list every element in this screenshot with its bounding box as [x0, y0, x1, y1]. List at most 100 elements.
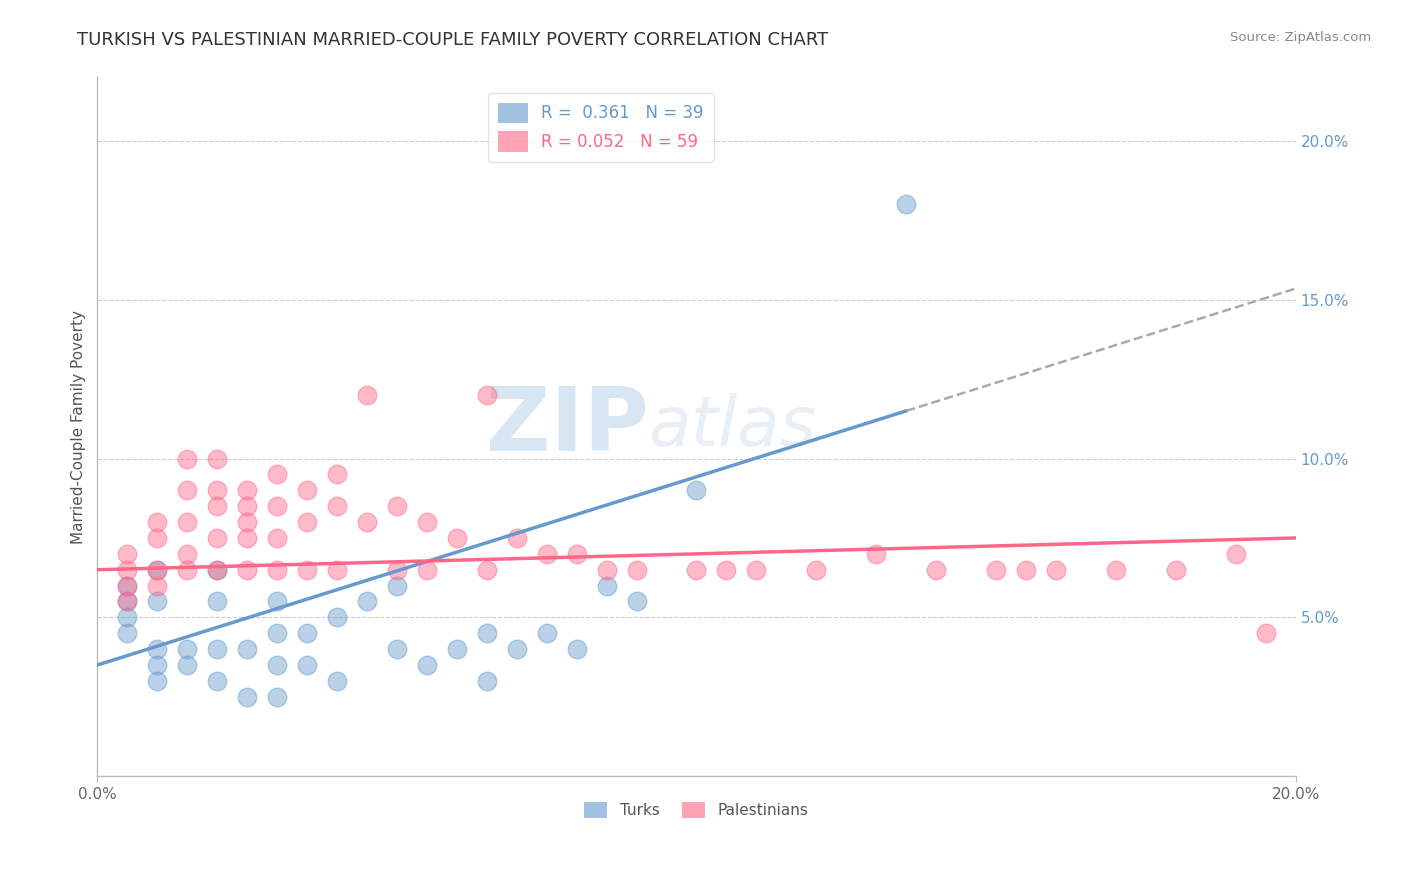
Point	[984, 563, 1007, 577]
Point	[176, 642, 198, 657]
Text: TURKISH VS PALESTINIAN MARRIED-COUPLE FAMILY POVERTY CORRELATION CHART: TURKISH VS PALESTINIAN MARRIED-COUPLE FA…	[77, 31, 828, 49]
Point	[117, 579, 139, 593]
Point	[176, 547, 198, 561]
Point	[385, 499, 408, 513]
Legend: Turks, Palestinians: Turks, Palestinians	[578, 797, 814, 824]
Point	[266, 594, 288, 608]
Point	[146, 563, 169, 577]
Point	[626, 563, 648, 577]
Y-axis label: Married-Couple Family Poverty: Married-Couple Family Poverty	[72, 310, 86, 544]
Point	[146, 673, 169, 688]
Point	[205, 673, 228, 688]
Point	[236, 499, 259, 513]
Point	[416, 515, 439, 529]
Point	[536, 547, 558, 561]
Point	[326, 467, 349, 482]
Point	[446, 531, 468, 545]
Point	[326, 673, 349, 688]
Point	[475, 673, 498, 688]
Point	[266, 626, 288, 640]
Point	[117, 547, 139, 561]
Point	[205, 451, 228, 466]
Point	[716, 563, 738, 577]
Text: atlas: atlas	[648, 393, 817, 460]
Point	[295, 483, 318, 498]
Point	[266, 690, 288, 704]
Point	[205, 499, 228, 513]
Point	[356, 515, 378, 529]
Point	[1225, 547, 1247, 561]
Point	[236, 483, 259, 498]
Point	[446, 642, 468, 657]
Point	[595, 563, 617, 577]
Point	[236, 642, 259, 657]
Point	[236, 563, 259, 577]
Point	[205, 594, 228, 608]
Point	[385, 642, 408, 657]
Point	[745, 563, 768, 577]
Point	[565, 547, 588, 561]
Point	[295, 515, 318, 529]
Point	[1164, 563, 1187, 577]
Point	[385, 579, 408, 593]
Text: Source: ZipAtlas.com: Source: ZipAtlas.com	[1230, 31, 1371, 45]
Point	[295, 563, 318, 577]
Point	[146, 642, 169, 657]
Point	[117, 579, 139, 593]
Point	[176, 483, 198, 498]
Point	[326, 499, 349, 513]
Point	[416, 563, 439, 577]
Point	[176, 451, 198, 466]
Point	[295, 626, 318, 640]
Point	[146, 594, 169, 608]
Point	[205, 642, 228, 657]
Point	[117, 626, 139, 640]
Point	[1254, 626, 1277, 640]
Point	[236, 690, 259, 704]
Point	[685, 563, 707, 577]
Point	[326, 610, 349, 624]
Point	[536, 626, 558, 640]
Point	[146, 515, 169, 529]
Point	[475, 388, 498, 402]
Point	[205, 531, 228, 545]
Point	[146, 579, 169, 593]
Point	[176, 658, 198, 673]
Point	[416, 658, 439, 673]
Point	[356, 594, 378, 608]
Point	[1045, 563, 1067, 577]
Point	[565, 642, 588, 657]
Point	[266, 467, 288, 482]
Point	[925, 563, 948, 577]
Point	[117, 563, 139, 577]
Point	[236, 531, 259, 545]
Point	[685, 483, 707, 498]
Point	[475, 626, 498, 640]
Point	[266, 531, 288, 545]
Point	[385, 563, 408, 577]
Point	[1015, 563, 1038, 577]
Point	[506, 642, 529, 657]
Point	[326, 563, 349, 577]
Point	[146, 658, 169, 673]
Point	[295, 658, 318, 673]
Point	[176, 515, 198, 529]
Point	[146, 531, 169, 545]
Point	[176, 563, 198, 577]
Point	[1105, 563, 1128, 577]
Point	[356, 388, 378, 402]
Point	[117, 594, 139, 608]
Point	[146, 563, 169, 577]
Point	[266, 499, 288, 513]
Point	[894, 197, 917, 211]
Point	[266, 563, 288, 577]
Point	[506, 531, 529, 545]
Point	[205, 563, 228, 577]
Point	[205, 483, 228, 498]
Point	[595, 579, 617, 593]
Point	[205, 563, 228, 577]
Point	[475, 563, 498, 577]
Point	[236, 515, 259, 529]
Point	[806, 563, 828, 577]
Point	[117, 610, 139, 624]
